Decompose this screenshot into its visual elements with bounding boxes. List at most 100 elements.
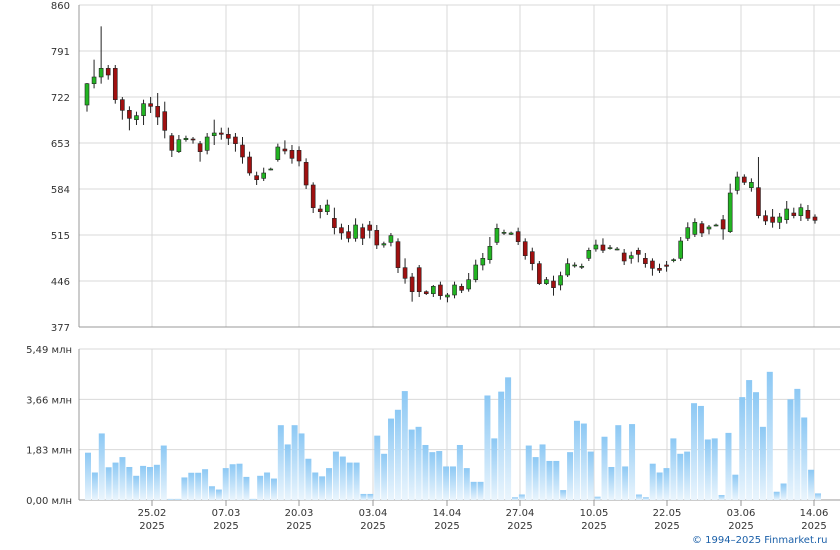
volume-bar <box>573 420 580 500</box>
volume-y-axis-labels: 5,49 млн 3,66 млн 1,83 млн 0,00 млн <box>26 345 72 507</box>
candle <box>190 137 196 144</box>
candle-body <box>388 235 394 243</box>
candle <box>296 146 302 167</box>
volume-bar <box>188 472 195 500</box>
candle-body <box>91 76 97 84</box>
x-tick-date: 22.05 <box>653 508 682 519</box>
volume-bar <box>677 453 684 500</box>
volume-bar <box>773 491 780 500</box>
volume-bar <box>374 435 381 500</box>
volume-bar <box>174 498 181 500</box>
x-tick-date: 25.02 <box>138 508 167 519</box>
candle <box>720 215 726 240</box>
x-tick-date: 03.04 <box>359 508 388 519</box>
volume-bar <box>580 423 587 500</box>
x-tick-date: 10.05 <box>580 508 609 519</box>
candle <box>452 281 457 299</box>
candle <box>529 247 535 271</box>
volume-bar <box>684 451 691 500</box>
volume-bar <box>808 469 815 500</box>
volume-bar <box>635 494 642 500</box>
candle-body <box>643 258 648 264</box>
candle-body <box>105 68 111 76</box>
volume-bar <box>291 425 298 500</box>
candle <box>544 277 549 285</box>
candle <box>466 273 471 292</box>
candle <box>127 106 132 131</box>
candle-body <box>650 260 655 269</box>
candle <box>812 214 818 224</box>
candle <box>770 209 775 228</box>
volume-bar <box>567 452 574 500</box>
volume-bar <box>264 472 271 500</box>
candle-body <box>289 150 295 159</box>
volume-tick-label: 5,49 млн <box>26 345 72 356</box>
volume-bar <box>787 399 794 500</box>
volume-bar <box>215 489 222 500</box>
candle-body <box>261 172 266 179</box>
price-tick-label: 446 <box>51 277 70 288</box>
candle-body <box>572 264 577 267</box>
candle <box>332 207 337 235</box>
candle-body <box>558 275 563 286</box>
candle <box>367 221 373 239</box>
volume-bar <box>429 452 436 500</box>
price-tick-label: 515 <box>51 231 70 242</box>
candle <box>657 263 662 273</box>
candle-body <box>636 250 641 255</box>
candle <box>537 261 542 285</box>
volume-bar <box>656 472 663 500</box>
candle <box>459 283 464 293</box>
candle-body <box>614 248 620 251</box>
x-tick-year: 2025 <box>213 521 238 532</box>
volume-bar <box>649 463 656 500</box>
candle <box>310 182 316 213</box>
candle <box>473 259 479 283</box>
candle <box>607 245 613 250</box>
volume-bar <box>181 477 188 500</box>
candle <box>247 151 252 176</box>
volume-bar <box>202 469 209 500</box>
candle <box>233 133 238 152</box>
candle-body <box>579 266 585 268</box>
candle-body <box>303 162 309 186</box>
candle-body <box>346 231 351 239</box>
price-tick-label: 653 <box>51 139 70 150</box>
candle-body <box>501 232 507 234</box>
x-tick-year: 2025 <box>507 521 532 532</box>
candle-body <box>141 103 146 116</box>
candle-body <box>784 208 790 220</box>
volume-bar <box>140 465 147 500</box>
candle-body <box>176 139 182 152</box>
candle <box>275 143 281 162</box>
candle-body <box>487 246 493 260</box>
volume-bar <box>229 464 236 500</box>
candle-body <box>706 226 712 230</box>
x-tick-year: 2025 <box>360 521 385 532</box>
candle-body <box>268 168 274 171</box>
candle-body <box>522 241 528 256</box>
candle-body <box>233 136 238 144</box>
volume-bar <box>739 397 746 500</box>
volume-bar <box>85 452 91 500</box>
volume-bar <box>222 468 229 500</box>
candle-body <box>494 228 500 243</box>
candle-body <box>763 215 768 222</box>
candle <box>501 229 507 235</box>
volume-bar <box>284 444 291 500</box>
volume-bar <box>415 426 422 500</box>
volume-bar-series <box>85 371 821 500</box>
volume-bar <box>539 444 546 500</box>
x-tick-date: 20.03 <box>285 508 314 519</box>
volume-bar <box>663 468 670 500</box>
volume-bar <box>339 456 346 500</box>
finmarket-credit-link[interactable]: © 1994–2025 Finmarket.ru <box>692 535 828 546</box>
candle-body <box>459 286 464 291</box>
candle <box>706 225 712 235</box>
candle <box>572 262 577 268</box>
candle-body <box>162 111 168 131</box>
candle <box>678 237 684 261</box>
candle-body <box>734 176 740 191</box>
candle-body <box>360 227 365 239</box>
